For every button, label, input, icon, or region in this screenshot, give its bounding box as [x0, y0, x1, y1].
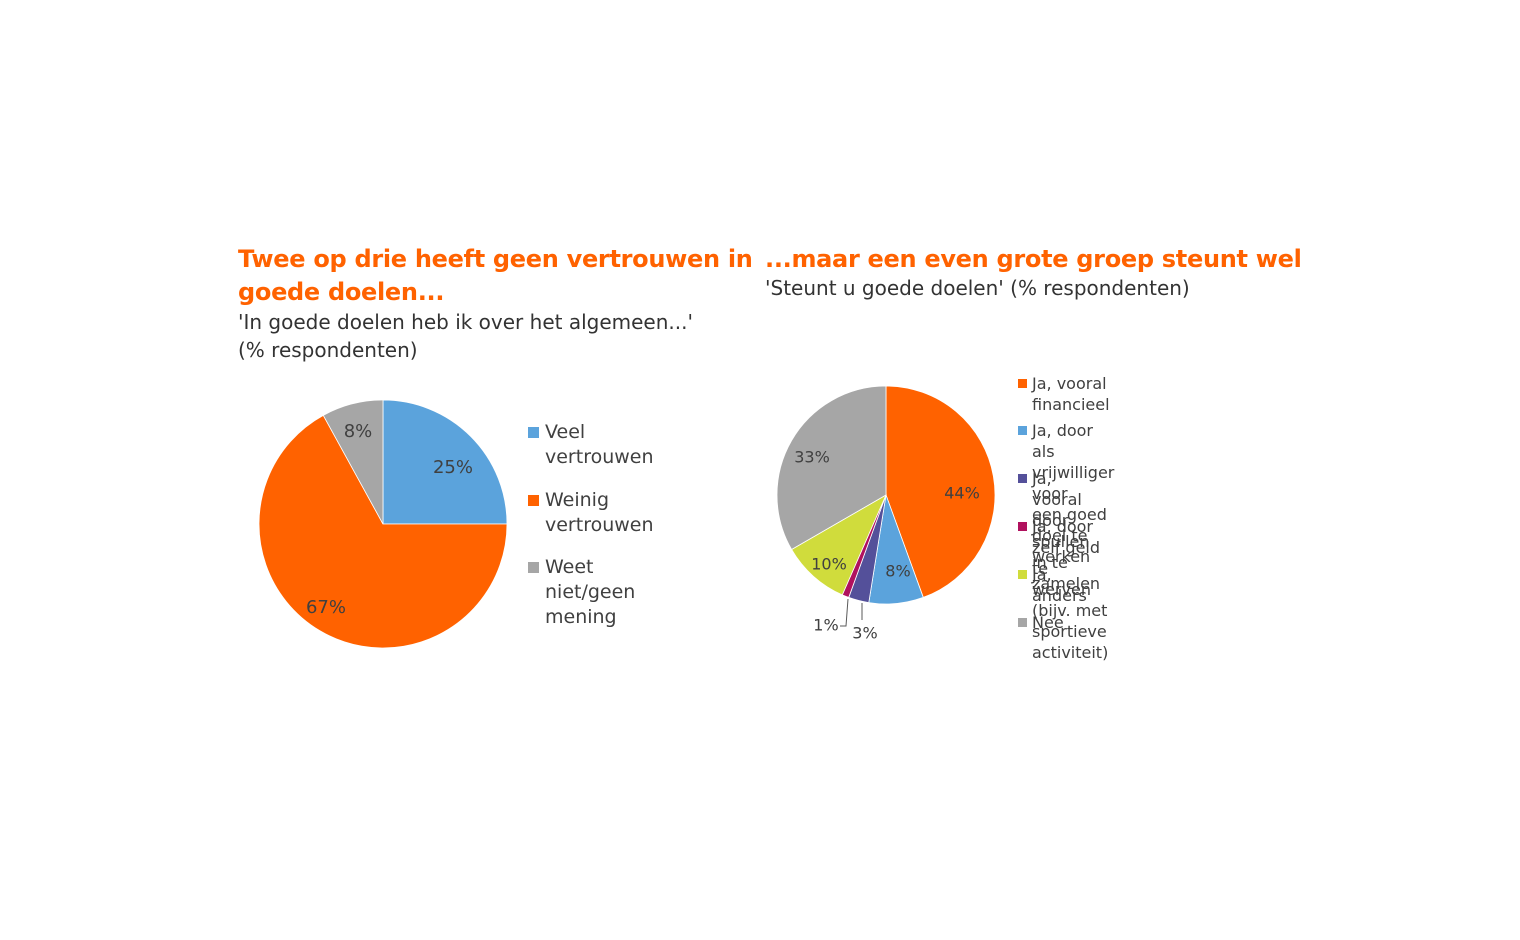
right-slice-nee [776, 385, 887, 551]
right-chart-subtitle: 'Steunt u goede doelen' (% respondenten) [765, 276, 1190, 300]
left-legend-item-weet-niet-geen-mening: Weet niet/geen mening [528, 555, 635, 630]
left-slice-veel-vertrouwen [382, 399, 508, 525]
right-legend-item-nee: Nee [1018, 612, 1064, 633]
right-slice-ja-vooral-financieel [885, 385, 996, 598]
left-data-label-weinig-vertrouwen: 67% [306, 597, 346, 618]
right-legend-label: Ja, anders [1032, 565, 1087, 605]
left-legend-label: Weet niet/geen mening [545, 556, 636, 628]
right-legend-item-ja-door-als-vrijwilliger-voor-een-goed-doel-te-werken: Ja, door als vrijwilliger voor een goed d… [1018, 420, 1114, 567]
right-legend-label: Ja, vooral door spullen in te zamelen [1032, 469, 1101, 593]
left-legend-swatch [528, 562, 539, 573]
left-legend-label: Veel vertrouwen [545, 421, 654, 468]
right-legend-item-ja-anders: Ja, anders [1018, 564, 1087, 606]
left-data-label-veel-vertrouwen: 25% [433, 457, 473, 478]
left-title-line-2: goede doelen... [238, 278, 445, 306]
left-legend-item-weinig-vertrouwen: Weinig vertrouwen [528, 488, 654, 538]
right-legend-swatch [1018, 522, 1027, 531]
right-legend-item-ja-vooral-door-spullen-in-te-zamelen: Ja, vooral door spullen in te zamelen [1018, 468, 1100, 594]
right-data-label-nee: 33% [794, 448, 830, 467]
right-data-label-ja-anders: 10% [811, 555, 847, 574]
left-legend-item-veel-vertrouwen: Veel vertrouwen [528, 420, 654, 470]
left-slice-weet-niet-geen-mening [322, 399, 384, 525]
right-data-label-ja-vooral-door-spullen-in-te-zamelen: 3% [852, 624, 877, 643]
right-legend-label: Ja, vooral financieel [1032, 374, 1110, 414]
right-legend-swatch [1018, 618, 1027, 627]
right-data-label-ja-door-zelf-geld-te-werven-bijv-met-sportieve-activiteit: 1% [813, 616, 838, 635]
right-leader-line-ja-door-zelf-geld-te-werven-bijv-met-sportieve-activiteit [840, 598, 849, 627]
right-data-label-ja-door-als-vrijwilliger-voor-een-goed-doel-te-werken: 8% [885, 562, 910, 581]
right-legend-label: Ja, door als vrijwilliger voor een goed d… [1032, 421, 1115, 566]
left-subtitle-line-1: 'In goede doelen heb ik over het algemee… [238, 310, 693, 334]
left-chart-subtitle: 'In goede doelen heb ik over het algemee… [238, 308, 693, 364]
right-legend-item-ja-vooral-financieel: Ja, vooral financieel [1018, 373, 1110, 415]
right-legend-label: Ja, door zelf geld te werven (bijv. met s… [1032, 517, 1109, 662]
right-legend-swatch [1018, 426, 1027, 435]
right-legend-swatch [1018, 474, 1027, 483]
left-subtitle-line-2: (% respondenten) [238, 338, 418, 362]
right-data-label-ja-vooral-financieel: 44% [944, 484, 980, 503]
right-legend-label: Nee [1032, 613, 1064, 632]
right-chart-title: ...maar een even grote groep steunt wel [765, 245, 1302, 273]
left-title-line-1: Twee op drie heeft geen vertrouwen in [238, 245, 753, 273]
left-slice-weinig-vertrouwen [258, 414, 508, 649]
right-legend-swatch [1018, 379, 1027, 388]
left-chart-title: Twee op drie heeft geen vertrouwen in go… [238, 243, 753, 309]
left-legend-swatch [528, 495, 539, 506]
left-legend-label: Weinig vertrouwen [545, 489, 654, 536]
right-legend-swatch [1018, 570, 1027, 579]
left-data-label-weet-niet-geen-mening: 8% [344, 421, 373, 442]
right-legend-item-ja-door-zelf-geld-te-werven-bijv-met-sportieve-activiteit: Ja, door zelf geld te werven (bijv. met s… [1018, 516, 1108, 663]
left-legend-swatch [528, 427, 539, 438]
